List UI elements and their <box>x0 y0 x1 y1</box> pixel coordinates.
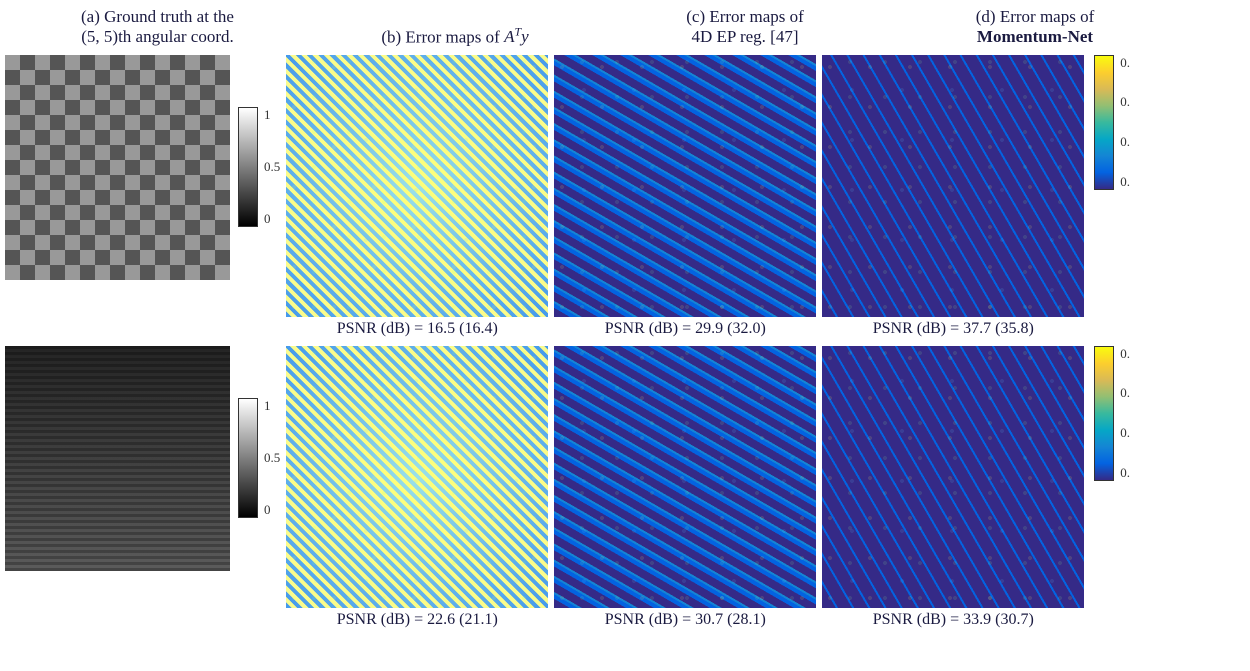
error-map-r1-d <box>822 55 1084 317</box>
gray-cb-mid: 0.5 <box>264 159 280 175</box>
parula-t2: 0. <box>1120 94 1130 110</box>
gray-cb-mid: 0.5 <box>264 450 280 466</box>
row2-panel-d: PSNR (dB) = 33.9 (30.7) <box>822 346 1084 629</box>
gray-colorbar <box>238 107 258 227</box>
header-b: (b) Error maps of ATy <box>310 5 600 50</box>
noise-overlay <box>286 55 548 317</box>
parula-t2: 0. <box>1120 385 1130 401</box>
row1-panel-c: PSNR (dB) = 29.9 (32.0) <box>554 55 816 338</box>
header-a-line1: (a) Ground truth at the <box>81 7 234 27</box>
gt-image-shelf <box>5 346 230 571</box>
row1-ground-truth: 1 0.5 0 <box>5 55 280 280</box>
parula-labels: 0. 0. 0. 0. <box>1120 346 1130 481</box>
error-map-r1-b <box>286 55 548 317</box>
noise-overlay <box>286 346 548 608</box>
header-c-line1: (c) Error maps of <box>686 7 804 27</box>
parula-colorbar <box>1094 55 1114 190</box>
noise-overlay <box>554 55 816 317</box>
parula-labels: 0. 0. 0. 0. <box>1120 55 1130 190</box>
column-headers: (a) Ground truth at the (5, 5)th angular… <box>5 5 1245 50</box>
header-d-line2: Momentum-Net <box>977 27 1093 47</box>
row2-panel-c: PSNR (dB) = 30.7 (28.1) <box>554 346 816 629</box>
gray-colorbar <box>238 398 258 518</box>
psnr-r2-b: PSNR (dB) = 22.6 (21.1) <box>337 611 498 629</box>
gray-colorbar-labels: 1 0.5 0 <box>264 107 280 227</box>
gray-colorbar-wrapper: 1 0.5 0 <box>238 398 280 518</box>
parula-colorbar-wrapper-r2: 0. 0. 0. 0. <box>1094 346 1130 481</box>
gray-cb-max: 1 <box>264 107 280 123</box>
figure-grid: (a) Ground truth at the (5, 5)th angular… <box>5 5 1245 666</box>
header-d: (d) Error maps of Momentum-Net <box>890 5 1180 50</box>
header-c-line2: 4D EP reg. [47] <box>691 27 798 47</box>
header-b-text: (b) Error maps of ATy <box>381 25 528 48</box>
error-map-r2-c <box>554 346 816 608</box>
parula-colorbar <box>1094 346 1114 481</box>
gray-cb-min: 0 <box>264 502 280 518</box>
psnr-r1-b: PSNR (dB) = 16.5 (16.4) <box>337 320 498 338</box>
row2-panel-b: PSNR (dB) = 22.6 (21.1) <box>286 346 548 629</box>
error-map-r2-d <box>822 346 1084 608</box>
row-1: 1 0.5 0 PSNR (dB) = 16.5 (16.4) PSNR (dB… <box>5 55 1245 338</box>
parula-colorbar-wrapper-r1: 0. 0. 0. 0. <box>1094 55 1130 190</box>
noise-overlay <box>554 346 816 608</box>
gray-cb-min: 0 <box>264 211 280 227</box>
psnr-r2-c: PSNR (dB) = 30.7 (28.1) <box>605 611 766 629</box>
parula-t4: 0. <box>1120 174 1130 190</box>
psnr-r1-d: PSNR (dB) = 37.7 (35.8) <box>873 320 1034 338</box>
header-a: (a) Ground truth at the (5, 5)th angular… <box>5 5 310 50</box>
content-rows: 1 0.5 0 PSNR (dB) = 16.5 (16.4) PSNR (dB… <box>5 55 1245 629</box>
parula-t1: 0. <box>1120 55 1130 71</box>
gray-colorbar-labels: 1 0.5 0 <box>264 398 280 518</box>
noise-overlay <box>822 55 1084 317</box>
row1-panel-d: PSNR (dB) = 37.7 (35.8) <box>822 55 1084 338</box>
parula-t1: 0. <box>1120 346 1130 362</box>
gray-colorbar-wrapper: 1 0.5 0 <box>238 107 280 227</box>
header-d-line1: (d) Error maps of <box>976 7 1095 27</box>
error-map-r2-b <box>286 346 548 608</box>
gray-cb-max: 1 <box>264 398 280 414</box>
gt-image-chess <box>5 55 230 280</box>
row2-ground-truth: 1 0.5 0 <box>5 346 280 571</box>
noise-overlay <box>822 346 1084 608</box>
parula-t3: 0. <box>1120 425 1130 441</box>
parula-t3: 0. <box>1120 134 1130 150</box>
psnr-r2-d: PSNR (dB) = 33.9 (30.7) <box>873 611 1034 629</box>
error-map-r1-c <box>554 55 816 317</box>
psnr-r1-c: PSNR (dB) = 29.9 (32.0) <box>605 320 766 338</box>
header-a-line2: (5, 5)th angular coord. <box>81 27 233 47</box>
row-2: 1 0.5 0 PSNR (dB) = 22.6 (21.1) PSNR (dB… <box>5 346 1245 629</box>
parula-t4: 0. <box>1120 465 1130 481</box>
row1-panel-b: PSNR (dB) = 16.5 (16.4) <box>286 55 548 338</box>
header-c: (c) Error maps of 4D EP reg. [47] <box>600 5 890 50</box>
